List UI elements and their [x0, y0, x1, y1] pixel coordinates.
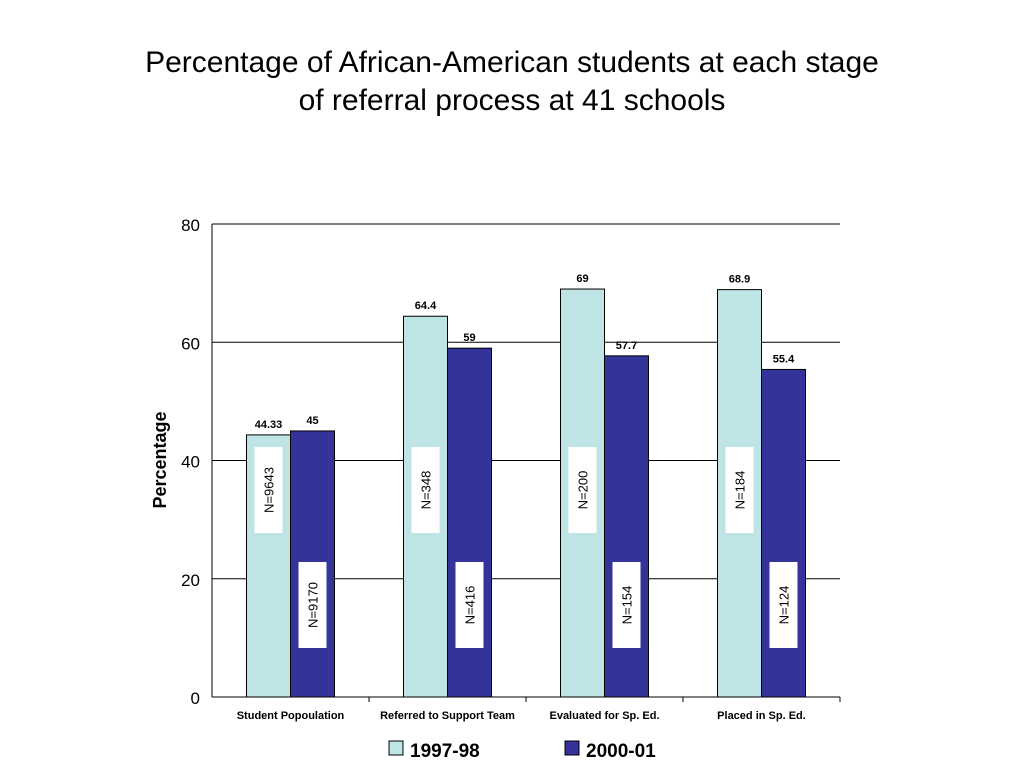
n-label: N=124 — [777, 586, 792, 625]
n-label: N=9643 — [262, 467, 277, 513]
n-label-box — [254, 447, 283, 533]
x-tick-label: Evaluated for Sp. Ed. — [549, 710, 659, 722]
y-axis-label: Percentage — [150, 411, 170, 508]
y-tick-label: 40 — [181, 453, 200, 472]
y-tick-label: 20 — [181, 571, 200, 590]
data-label: 44.33 — [255, 419, 283, 431]
data-label: 59 — [463, 332, 475, 344]
data-label: 45 — [306, 415, 318, 427]
slide-title-line-1: Percentage of African-American students … — [145, 46, 879, 79]
data-label: 57.7 — [616, 340, 637, 352]
n-label: N=200 — [576, 471, 591, 510]
y-tick-label: 0 — [191, 689, 200, 708]
data-label: 68.9 — [729, 274, 750, 286]
legend-label: 2000-01 — [586, 741, 656, 762]
data-label: 64.4 — [415, 300, 437, 312]
n-label-box — [411, 447, 440, 533]
data-label: 55.4 — [773, 353, 795, 365]
data-label: 69 — [576, 273, 588, 285]
n-label: N=184 — [733, 471, 748, 510]
x-tick-label: Placed in Sp. Ed. — [717, 710, 806, 722]
y-tick-label: 60 — [181, 334, 200, 353]
x-tick-label: Student Popoulation — [237, 710, 345, 722]
n-label: N=416 — [463, 586, 478, 625]
slide-title-line-2: of referral process at 41 schools — [298, 84, 726, 117]
n-label: N=348 — [419, 471, 434, 510]
n-label-box — [769, 562, 798, 648]
legend-swatch — [388, 740, 404, 756]
x-tick-label: Referred to Support Team — [380, 710, 515, 722]
n-label: N=154 — [620, 586, 635, 625]
legend-swatch — [564, 740, 580, 756]
legend-label: 1997-98 — [410, 741, 480, 762]
slide-title: Percentage of African-American students … — [0, 44, 1024, 120]
y-tick-label: 80 — [181, 216, 200, 235]
n-label-box — [568, 447, 597, 533]
n-label-box — [725, 447, 754, 533]
n-label-box — [612, 562, 641, 648]
n-label-box — [298, 562, 327, 648]
n-label-box — [455, 562, 484, 648]
n-label: N=9170 — [306, 582, 321, 628]
